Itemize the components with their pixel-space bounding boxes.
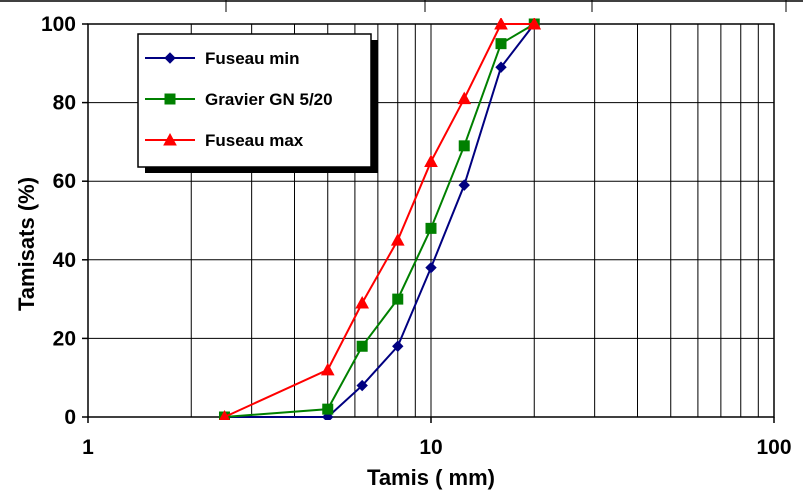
y-axis-ticks: 0 20 40 60 80 100 — [41, 13, 88, 429]
x-axis-title: Tamis ( mm) — [367, 465, 495, 490]
data-point — [458, 179, 470, 191]
data-point — [392, 293, 404, 305]
y-axis-title: Tamisats (%) — [14, 177, 39, 311]
data-point — [457, 91, 472, 105]
x-tick-label: 10 — [419, 436, 442, 459]
y-tick-label: 0 — [64, 406, 76, 429]
data-point — [390, 233, 405, 246]
series-layer — [218, 18, 542, 420]
data-point — [392, 340, 404, 352]
data-point — [322, 411, 334, 420]
triangle-marker-icon — [163, 132, 177, 146]
legend-box — [137, 33, 372, 168]
data-point — [322, 403, 334, 415]
y-tick-label: 20 — [53, 327, 76, 350]
data-point — [320, 362, 335, 376]
legend-label: Fuseau min — [205, 49, 299, 68]
data-point — [355, 295, 370, 309]
square-marker-icon — [164, 93, 176, 105]
x-tick-label: 100 — [756, 436, 791, 459]
data-point — [356, 340, 368, 352]
legend-label: Fuseau max — [205, 131, 304, 150]
legend: Fuseau min Gravier GN 5/20 Fuseau max — [137, 33, 378, 173]
data-point — [495, 61, 507, 73]
legend-item-fuseau-max: Fuseau max — [145, 131, 304, 150]
diamond-marker-icon — [164, 52, 176, 64]
data-point — [495, 38, 507, 50]
data-point — [219, 409, 230, 420]
x-tick-label: 1 — [82, 436, 94, 459]
legend-label: Gravier GN 5/20 — [205, 90, 333, 109]
legend-item-gravier-gn-5-20: Gravier GN 5/20 — [145, 90, 333, 109]
data-point — [425, 222, 437, 234]
data-point — [527, 18, 542, 30]
y-tick-label: 60 — [53, 170, 76, 193]
y-tick-label: 40 — [53, 249, 76, 272]
y-tick-label: 100 — [41, 13, 76, 36]
series-line — [224, 23, 536, 418]
x-axis-ticks: 1 10 100 — [82, 417, 792, 459]
series-line — [224, 23, 535, 418]
legend-item-fuseau-min: Fuseau min — [145, 49, 299, 68]
series-fuseau-max — [219, 18, 542, 420]
y-tick-label: 80 — [53, 92, 76, 115]
series-line — [224, 23, 535, 418]
data-point — [458, 140, 470, 152]
data-point — [494, 18, 508, 30]
data-point — [425, 261, 437, 274]
top-border-remnant — [0, 0, 803, 12]
data-point — [356, 379, 368, 392]
data-point — [424, 154, 438, 168]
